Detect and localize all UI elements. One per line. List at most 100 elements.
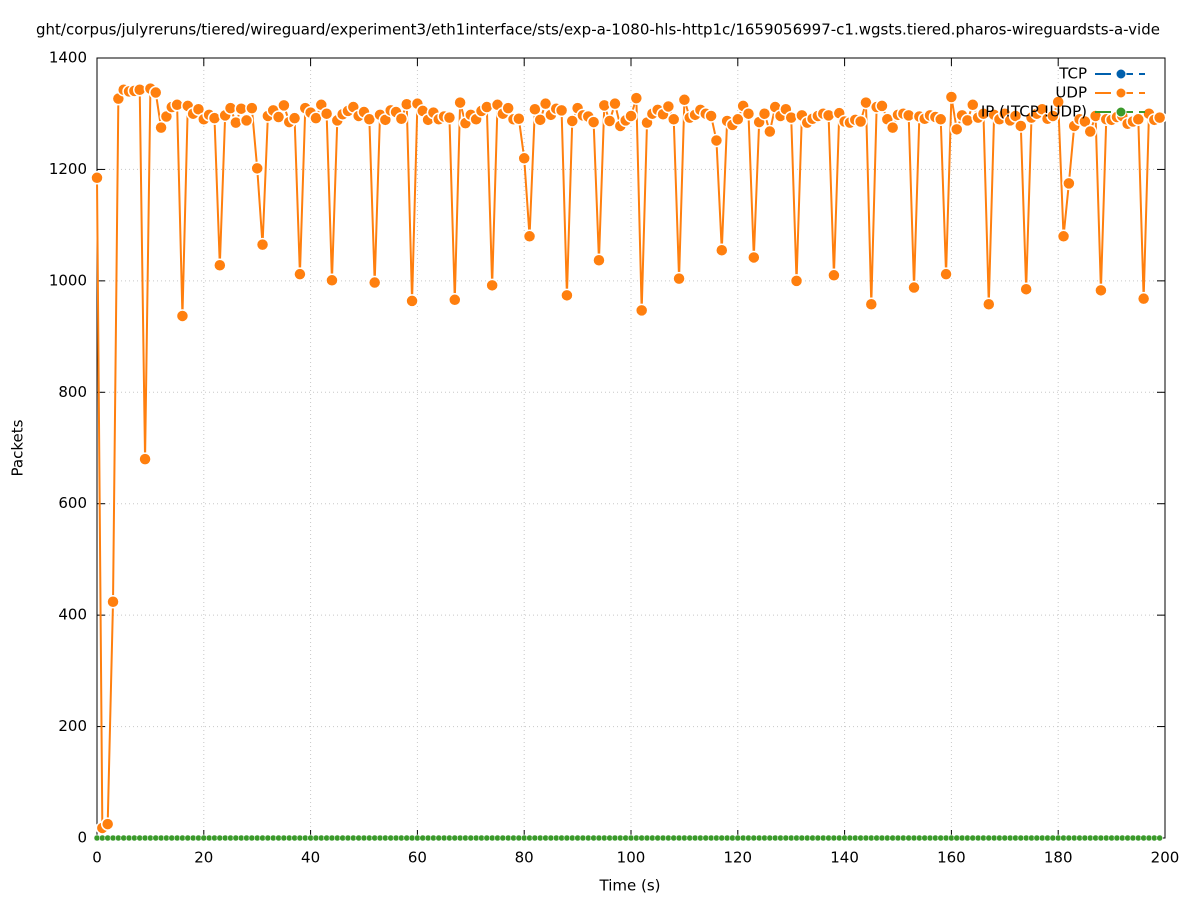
data-point [709,133,724,148]
x-tick-label: 140 [830,849,859,867]
data-point [629,91,644,105]
y-tick-label: 800 [58,383,87,401]
data-point [565,114,580,128]
data-point [100,817,115,831]
x-tick-label: 180 [1044,849,1073,867]
data-point [175,309,190,323]
data-point [608,96,622,111]
data-point [1094,283,1108,298]
data-point [827,268,841,283]
x-tick-label: 200 [1151,849,1180,867]
data-point [939,267,953,281]
data-point [1056,229,1071,244]
data-point [213,258,227,273]
data-point [784,110,798,125]
data-point [255,237,270,252]
y-tick-label: 1200 [49,160,87,178]
data-point [325,273,339,288]
data-point [704,109,718,123]
x-tick-label: 80 [515,849,534,867]
data-point [602,114,617,128]
legend-label: IP (!TCP !UDP) [981,103,1087,121]
data-point [554,103,569,118]
x-tick-label: 0 [92,849,102,867]
data-point [864,297,879,312]
data-point [271,110,286,124]
data-point [250,161,264,176]
data-point [1152,110,1167,125]
data-point [731,112,745,127]
data-point [522,229,537,244]
data-point [661,99,676,114]
data-point [1051,95,1065,109]
data-point [148,85,163,100]
data-point [1156,834,1163,842]
x-tick-label: 40 [301,849,320,867]
data-point [624,109,638,123]
data-point [405,294,419,308]
data-point [319,106,334,121]
y-axis-label: Packets [9,419,27,476]
y-tick-label: 1000 [49,271,87,289]
data-point [1083,124,1097,139]
data-point [677,93,692,107]
data-point [907,280,921,295]
data-point [367,275,382,290]
data-point [1046,109,1060,123]
data-point [517,151,531,166]
data-point [672,271,686,286]
data-point [538,96,553,111]
data-point [154,120,168,135]
data-point [944,90,959,104]
data-point [501,101,515,115]
data-point [448,293,462,307]
data-point [715,243,729,257]
data-point [229,115,243,130]
data-point [533,113,547,127]
data-point [634,303,649,318]
x-tick-label: 160 [937,849,966,867]
data-point [1014,119,1028,133]
data-point [757,106,772,121]
x-axis-label: Time (s) [599,877,661,895]
chart-title: ght/corpus/julyreruns/tiered/wireguard/e… [36,21,1160,39]
data-point [1136,291,1151,306]
data-point [741,106,756,121]
data-point [1019,282,1033,296]
data-point [394,111,409,126]
data-point [138,452,152,466]
data-point [949,122,964,137]
data-point [293,267,307,281]
data-point [277,98,291,113]
data-point [245,101,259,115]
data-point [239,113,254,128]
data-point [966,98,980,112]
data-point [821,108,836,123]
data-point [853,114,868,129]
legend-marker [1115,87,1127,99]
y-tick-label: 1400 [49,49,87,67]
data-point [789,274,804,288]
data-point [485,278,499,293]
legend-label: UDP [1055,84,1087,102]
data-point [528,102,542,117]
legend-marker [1115,68,1127,80]
legend-label: TCP [1058,65,1087,83]
y-tick-label: 400 [58,606,87,624]
data-point [982,297,996,312]
data-point [442,110,457,125]
data-point [747,250,761,265]
data-point [592,253,606,267]
data-point [480,100,494,114]
data-point [453,95,467,110]
data-point [933,112,948,127]
series-line [96,87,1161,829]
data-point [885,120,900,135]
y-tick-label: 0 [77,829,87,847]
legend-marker [1115,106,1127,118]
data-point [763,124,777,139]
x-tick-label: 100 [617,849,646,867]
y-tick-label: 200 [58,717,87,735]
data-point [106,595,120,609]
